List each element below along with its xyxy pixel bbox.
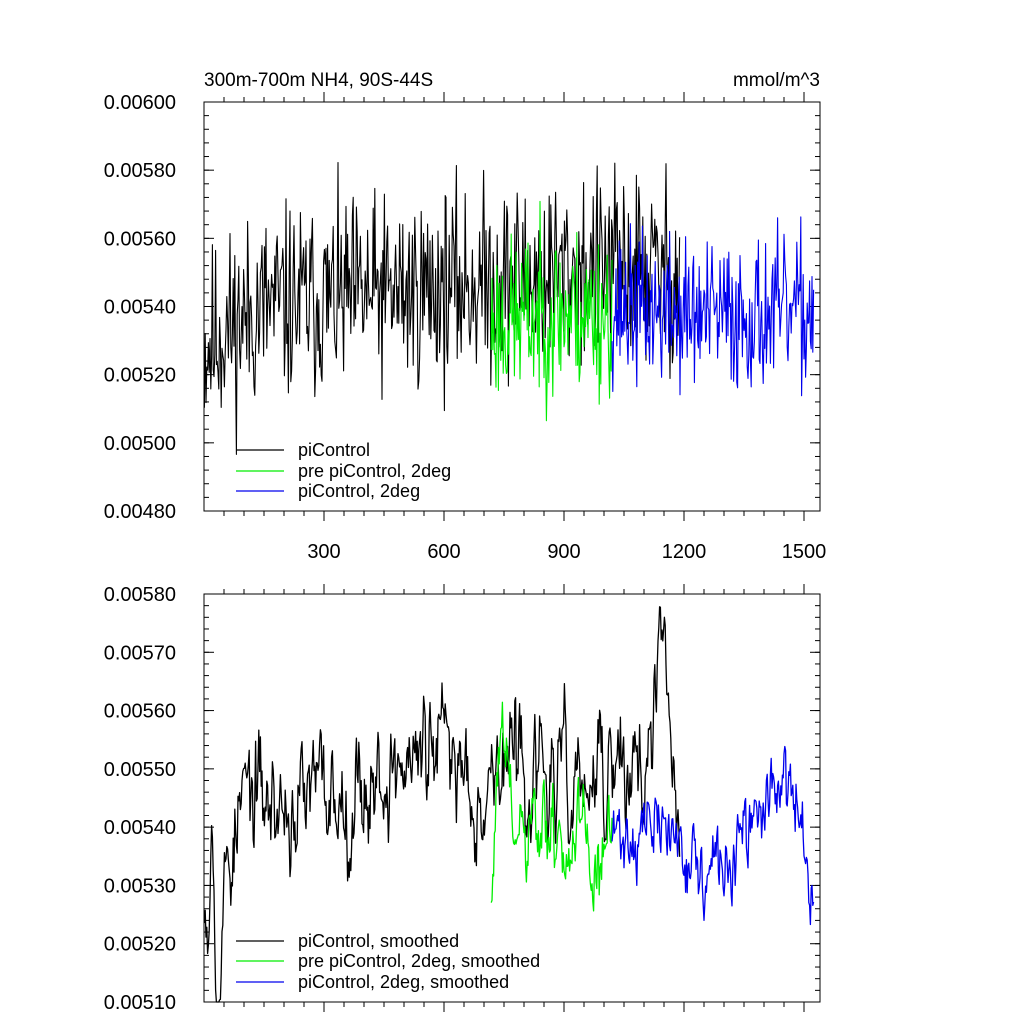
- x-tick-label: 600: [427, 541, 460, 563]
- x-tick-label: 900: [547, 541, 580, 563]
- series-line-pre-picontrol-2deg-smoothed: [490, 701, 613, 912]
- y-tick-label: 0.00600: [104, 92, 176, 114]
- top-plot-frame: [203, 101, 821, 512]
- bottom-panel: 0.00510 0.00520 0.00530 0.00540 0.00550 0.005…: [104, 584, 821, 1014]
- series-line-picontrol-2deg-smoothed: [611, 745, 815, 926]
- y-tick-label: 0.00560: [104, 228, 176, 250]
- y-tick-label: 0.00540: [104, 817, 176, 839]
- y-tick-label: 0.00510: [104, 992, 176, 1014]
- y-tick-label: 0.00520: [104, 934, 176, 956]
- series-line-picontrol: [203, 162, 681, 455]
- y-tick-label: 0.00530: [104, 875, 176, 897]
- y-tick-label: 0.00580: [104, 584, 176, 606]
- top-panel: 300m-700m NH4, 90S-44S mmol/m^3 0.004800…: [104, 70, 827, 563]
- x-tick-label: 1500: [782, 541, 827, 563]
- y-tick-label: 0.00500: [104, 433, 176, 455]
- top-x-tick-labels: 300 600 900 1200 1500: [307, 541, 826, 563]
- bottom-series-group: [203, 606, 815, 1003]
- bottom-plot-frame: [203, 593, 821, 1003]
- bottom-legend: piControl, smoothed pre piControl, 2deg,…: [236, 931, 540, 992]
- y-tick-label: 0.00560: [104, 701, 176, 723]
- legend-label-piControl-2deg-smoothed: piControl, 2deg, smoothed: [298, 972, 509, 992]
- legend-label-piControl-smoothed: piControl, smoothed: [298, 931, 459, 951]
- bottom-y-tick-labels: 0.00510 0.00520 0.00530 0.00540 0.00550 0.005…: [104, 584, 176, 1014]
- top-y-tick-labels: 0.00480 0.00500 0.00520 0.00540 0.00560 0.005…: [104, 92, 176, 523]
- y-tick-label: 0.00550: [104, 759, 176, 781]
- top-series-group: [203, 162, 815, 455]
- x-tick-label: 1200: [662, 541, 707, 563]
- legend-label-piControl-2deg: piControl, 2deg: [298, 481, 420, 501]
- series-line-picontrol-smoothed: [203, 606, 681, 1003]
- y-tick-label: 0.00580: [104, 160, 176, 182]
- y-tick-label: 0.00570: [104, 642, 176, 664]
- legend-label-pre-piControl-2deg-smoothed: pre piControl, 2deg, smoothed: [298, 951, 540, 971]
- legend-label-piControl: piControl: [298, 440, 370, 460]
- top-legend: piControl pre piControl, 2deg piControl,…: [236, 440, 451, 501]
- x-tick-label: 300: [307, 541, 340, 563]
- y-tick-label: 0.00520: [104, 365, 176, 387]
- series-line-pre-picontrol-2deg: [490, 200, 613, 422]
- y-tick-label: 0.00540: [104, 297, 176, 319]
- top-units: mmol/m^3: [733, 70, 820, 91]
- y-tick-label: 0.00480: [104, 501, 176, 523]
- top-title: 300m-700m NH4, 90S-44S: [204, 70, 433, 91]
- series-line-picontrol-2deg: [611, 216, 815, 397]
- legend-label-pre-piControl-2deg: pre piControl, 2deg: [298, 461, 451, 481]
